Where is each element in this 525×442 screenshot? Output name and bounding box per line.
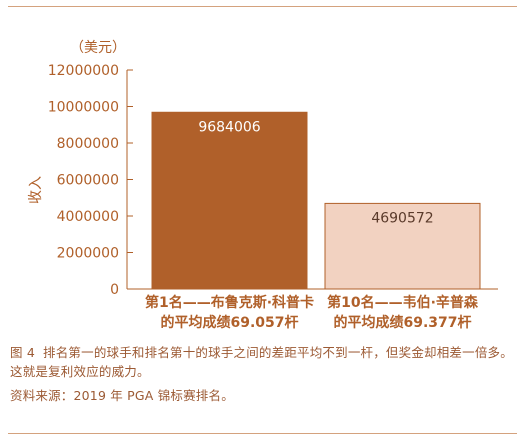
- bottom-rule: [8, 433, 517, 434]
- bars: 9684006 4690572: [151, 111, 481, 290]
- y-tick-label: 10000000: [48, 100, 119, 116]
- caption-text: 排名第一的球手和排名第十的球手之间的差距平均不到一杆，但奖金却相差一倍多。这就是…: [10, 345, 513, 379]
- category-label: 第1名——布鲁克斯·科普卡: [145, 294, 314, 311]
- top-rule: [8, 6, 517, 7]
- category-label: 第10名——韦伯·辛普森: [327, 294, 479, 311]
- y-tick-label: 6000000: [57, 173, 119, 189]
- bar-1: [151, 111, 308, 290]
- category-label: 的平均成绩69.377杆: [333, 314, 471, 331]
- bar-chart: （美元） 收入 0 2000000 4000000 6000000 8000000 100…: [28, 40, 498, 331]
- bar-2: [324, 202, 481, 290]
- bar-value-label: 9684006: [198, 119, 260, 135]
- unit-label: （美元）: [70, 40, 126, 56]
- y-tick-label: 0: [110, 282, 119, 298]
- y-tick-label: 8000000: [57, 136, 119, 152]
- y-axis-label: 收入: [28, 176, 44, 204]
- source-note: 资料来源：2019 年 PGA 锦标赛排名。: [10, 388, 234, 403]
- y-tick-label: 2000000: [57, 246, 119, 262]
- bar-value-label: 4690572: [371, 210, 433, 226]
- y-tick-label: 12000000: [48, 63, 119, 79]
- category-label: 的平均成绩69.057杆: [160, 314, 298, 331]
- y-tick-label: 4000000: [57, 209, 119, 225]
- figure-label: 图 4: [10, 345, 36, 360]
- figure-caption: 图 4 排名第一的球手和排名第十的球手之间的差距平均不到一杆，但奖金却相差一倍多。…: [10, 343, 520, 381]
- y-axis-ticks: 0 2000000 4000000 6000000 8000000 10000000 120…: [48, 63, 133, 298]
